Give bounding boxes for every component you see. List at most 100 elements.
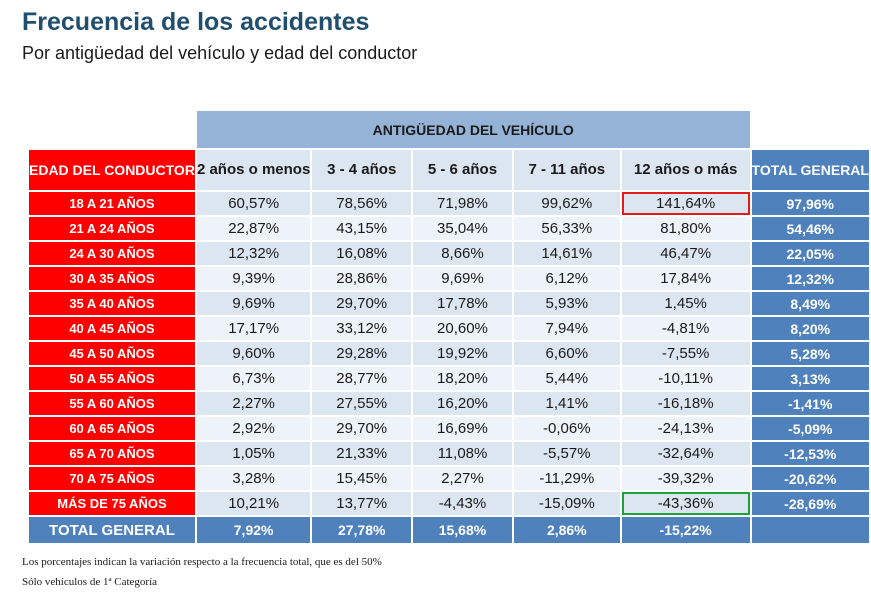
row-total-cell: 97,96% [751,192,869,215]
table-cell: 43,15% [312,217,412,240]
total-row-cell: 2,86% [513,517,620,543]
table-row: 30 A 35 AÑOS 9,39% 28,86% 9,69% 6,12% 17,84% 1… [29,267,869,290]
table-cell: -5,57% [513,442,620,465]
table-cell: 2,27% [196,392,311,415]
table-cell: -32,64% [621,442,750,465]
table-cell: 8,66% [413,242,512,265]
table-cell: 56,33% [513,217,620,240]
table-cell: 60,57% [196,192,311,215]
table-cell: 9,69% [413,267,512,290]
table-cell: 28,77% [312,367,412,390]
column-header: 5 - 6 años [413,150,512,190]
page-subtitle: Por antigüedad del vehículo y edad del c… [22,43,418,63]
table-cell: 9,39% [196,267,311,290]
table-cell: 6,60% [513,342,620,365]
column-header-row: EDAD DEL CONDUCTOR 2 años o menos 3 - 4 a… [29,150,869,190]
table-cell: 29,70% [312,417,412,440]
row-total-cell: 8,49% [751,292,869,315]
total-row: TOTAL GENERAL 7,92% 27,78% 15,68% 2,86% -15,2… [29,517,869,543]
table-cell: 16,69% [413,417,512,440]
table-cell: -11,29% [513,467,620,490]
row-label: 40 A 45 AÑOS [29,317,195,340]
highlighted-cell: -43,36% [621,492,750,515]
row-total-cell: -28,69% [751,492,869,515]
table-cell: 15,45% [312,467,412,490]
row-header-label: EDAD DEL CONDUCTOR [29,150,195,190]
table-cell: -24,13% [621,417,750,440]
table-cell: -10,11% [621,367,750,390]
table-cell: 71,98% [413,192,512,215]
table-row: 24 A 30 AÑOS 12,32% 16,08% 8,66% 14,61% 46,47… [29,242,869,265]
table-cell: 21,33% [312,442,412,465]
group-header: ANTIGÜEDAD DEL VEHÍCULO [196,111,750,148]
column-header: 2 años o menos [196,150,311,190]
table-cell: 78,56% [312,192,412,215]
table-cell: -0,06% [513,417,620,440]
table-cell: 29,70% [312,292,412,315]
footnote-category: Sólo vehículos de 1ª Categoría [22,576,158,588]
row-total-cell: -12,53% [751,442,869,465]
table-cell: 14,61% [513,242,620,265]
table-cell: 29,28% [312,342,412,365]
row-total-cell: -5,09% [751,417,869,440]
page-title: Frecuencia de los accidentes [22,8,370,36]
table-cell: 12,32% [196,242,311,265]
row-label: 18 A 21 AÑOS [29,192,195,215]
table-cell: 18,20% [413,367,512,390]
group-header-row: ANTIGÜEDAD DEL VEHÍCULO [29,111,869,148]
blank-corner [29,111,195,148]
table-cell: -4,81% [621,317,750,340]
table-cell: 17,78% [413,292,512,315]
row-label: 35 A 40 AÑOS [29,292,195,315]
table-cell: 13,77% [312,492,412,515]
row-label: 45 A 50 AÑOS [29,342,195,365]
row-label: MÁS DE 75 AÑOS [29,492,195,515]
row-total-cell: 12,32% [751,267,869,290]
total-row-cell: 7,92% [196,517,311,543]
table-cell: 16,20% [413,392,512,415]
row-total-cell: 5,28% [751,342,869,365]
total-column-header: TOTAL GENERAL [751,150,869,190]
table-cell: 6,73% [196,367,311,390]
frequency-table: ANTIGÜEDAD DEL VEHÍCULO EDAD DEL CONDUCT… [27,109,871,545]
footnote-variation: Los porcentajes indican la variación res… [22,556,382,568]
row-total-cell: 54,46% [751,217,869,240]
row-total-cell: 22,05% [751,242,869,265]
table-cell: 99,62% [513,192,620,215]
total-row-cell: 27,78% [312,517,412,543]
table-body: 18 A 21 AÑOS 60,57% 78,56% 71,98% 99,62% 141,… [29,192,869,515]
table-cell: 17,17% [196,317,311,340]
row-label: 21 A 24 AÑOS [29,217,195,240]
total-row-label: TOTAL GENERAL [29,517,195,543]
table-cell: 16,08% [312,242,412,265]
row-total-cell: -20,62% [751,467,869,490]
table-cell: 33,12% [312,317,412,340]
table-cell: 27,55% [312,392,412,415]
table-row: 50 A 55 AÑOS 6,73% 28,77% 18,20% 5,44% -10,11… [29,367,869,390]
row-total-cell: 3,13% [751,367,869,390]
table-row: 21 A 24 AÑOS 22,87% 43,15% 35,04% 56,33% 81,8… [29,217,869,240]
table-row: 40 A 45 AÑOS 17,17% 33,12% 20,60% 7,94% -4,81… [29,317,869,340]
table-cell: 11,08% [413,442,512,465]
table-row: 35 A 40 AÑOS 9,69% 29,70% 17,78% 5,93% 1,45% 8… [29,292,869,315]
row-label: 70 A 75 AÑOS [29,467,195,490]
table-cell: 7,94% [513,317,620,340]
column-header: 12 años o más [621,150,750,190]
row-total-cell: 8,20% [751,317,869,340]
table-cell: 2,27% [413,467,512,490]
table-row: 18 A 21 AÑOS 60,57% 78,56% 71,98% 99,62% 141,… [29,192,869,215]
table-cell: 10,21% [196,492,311,515]
table-row: 70 A 75 AÑOS 3,28% 15,45% 2,27% -11,29% -39,3… [29,467,869,490]
table-cell: -39,32% [621,467,750,490]
table-cell: 20,60% [413,317,512,340]
table-cell: 5,44% [513,367,620,390]
table-cell: -16,18% [621,392,750,415]
total-row-cell: 15,68% [413,517,512,543]
table-row: 65 A 70 AÑOS 1,05% 21,33% 11,08% -5,57% -32,6… [29,442,869,465]
row-label: 24 A 30 AÑOS [29,242,195,265]
table-cell: 35,04% [413,217,512,240]
table-cell: 1,41% [513,392,620,415]
table-cell: 6,12% [513,267,620,290]
total-row-grand-cell [751,517,869,543]
table-cell: 46,47% [621,242,750,265]
